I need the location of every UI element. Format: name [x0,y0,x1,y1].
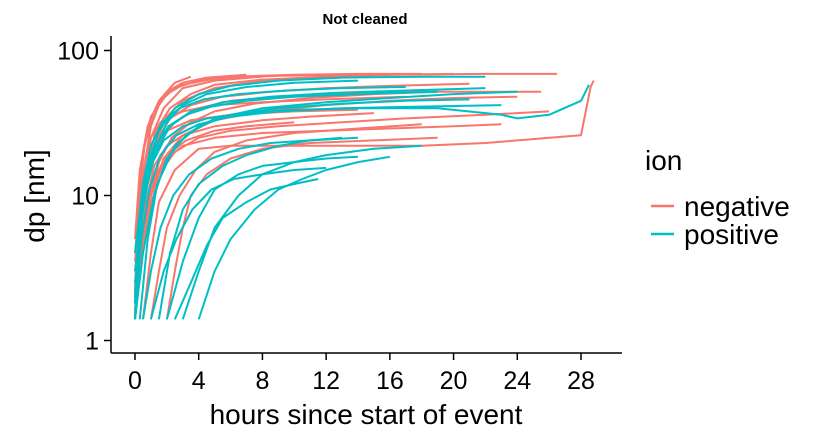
x-tick-label: 16 [376,367,404,395]
series-positive-line-4 [157,136,343,320]
x-tick-label: 4 [192,367,206,395]
y-axis-label: dp [nm] [19,149,50,242]
y-tick-label: 1 [85,328,99,356]
series-positive-line-13 [149,166,327,320]
y-axis-ticks: 1 10 100 [57,38,111,356]
x-tick-label: 24 [503,367,531,395]
x-tick-label: 12 [312,367,340,395]
x-tick-label: 0 [128,367,142,395]
series-positive-line-3 [181,144,422,320]
series-positive-line-10 [134,84,590,283]
series-negative-line-3 [134,95,518,316]
series-negative-line-7 [134,123,502,320]
x-axis-ticks: 0 4 8 12 16 20 24 28 [128,353,595,395]
series-negative-line-16 [134,90,438,320]
series-positive-line-15 [173,178,319,320]
legend: ion negative positive [645,145,790,250]
series-positive-line-11 [142,136,359,320]
legend-label-positive: positive [684,219,779,250]
series-negative-line-19 [134,82,470,320]
x-tick-label: 28 [567,367,595,395]
series-positive-line-5 [134,104,502,311]
series-positive-line-0 [134,90,518,320]
series-positive-line-12 [134,90,438,304]
x-axis-label: hours since start of event [210,399,523,430]
legend-label-negative: negative [684,191,790,222]
legend-title: ion [645,145,682,176]
x-tick-label: 20 [440,367,468,395]
y-tick-label: 100 [57,38,99,66]
series-negative-line-14 [149,123,422,320]
plot-area [134,72,595,320]
chart-title: Not cleaned [322,11,407,28]
series-negative-line-9 [142,80,595,320]
x-tick-label: 8 [255,367,269,395]
series-positive-line-7 [165,155,359,320]
series-positive-line-9 [197,155,391,320]
series-positive-line-14 [134,86,406,254]
series-negative-line-17 [165,136,438,320]
series-negative-line-18 [134,72,422,262]
y-tick-label: 10 [71,183,99,211]
